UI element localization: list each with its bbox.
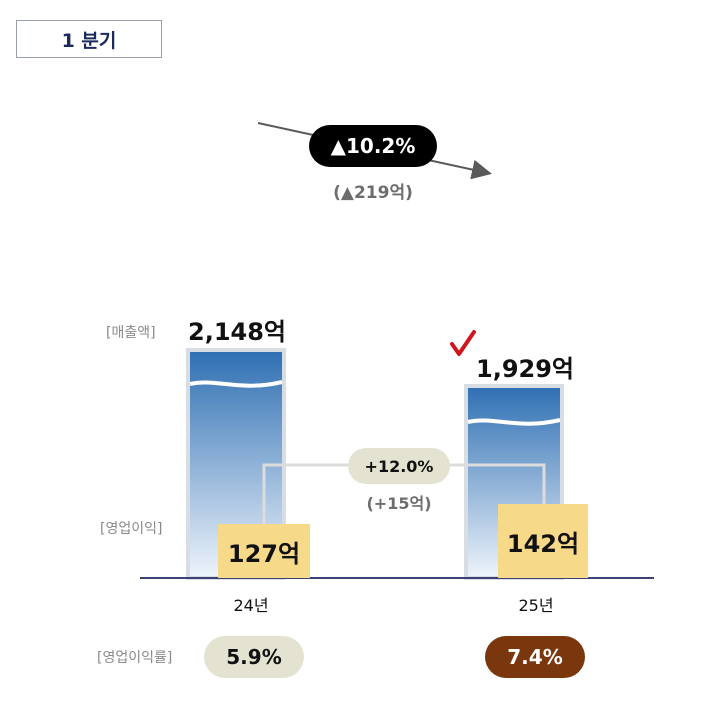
revenue-value-24: 2,148억 [188,318,286,346]
category-label-24: 24년 [233,596,269,615]
operating-profit-change-amount: (+15억) [366,494,432,513]
operating-margin-24: 5.9% [204,636,304,678]
category-label-25: 25년 [518,596,554,615]
revenue-change-percent: ▲10.2% [309,125,437,167]
label-revenue: [매출액] [106,325,156,341]
operating-profit-24: 127억 [218,524,310,578]
label-operating-margin: [영업이익률] [97,650,173,666]
revenue-change-amount: (▲219억) [333,183,413,203]
revenue-value-25: 1,929억 [476,355,574,383]
label-operating-profit: [영업이익] [100,521,163,537]
operating-profit-change-percent: +12.0% [348,448,450,484]
operating-profit-25: 142억 [498,504,588,578]
period-label: 1 분기 [16,20,162,58]
check-mark-icon [450,330,476,356]
operating-margin-25: 7.4% [485,636,585,678]
